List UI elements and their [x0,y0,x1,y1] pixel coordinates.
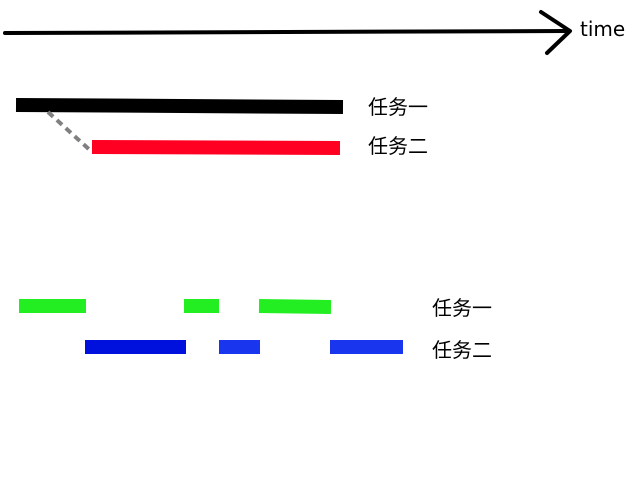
time-axis: time [3,10,625,55]
time-axis-arrowhead [539,10,572,55]
dependency-connector [46,110,94,154]
task-one-bar [15,98,344,114]
task-two-bar [91,140,341,155]
task-two-label: 任务二 [432,338,492,362]
time-axis-line [3,29,570,35]
task-one-label: 任务一 [368,95,428,119]
task-one-segment [258,299,332,314]
time-axis-label: time [580,17,625,41]
interleaved-diagram: 任务一 任务二 [19,296,492,362]
sequential-diagram: 任务一 任务二 [15,95,428,158]
task-two-label: 任务二 [368,134,428,158]
task-one-label: 任务一 [432,296,492,320]
